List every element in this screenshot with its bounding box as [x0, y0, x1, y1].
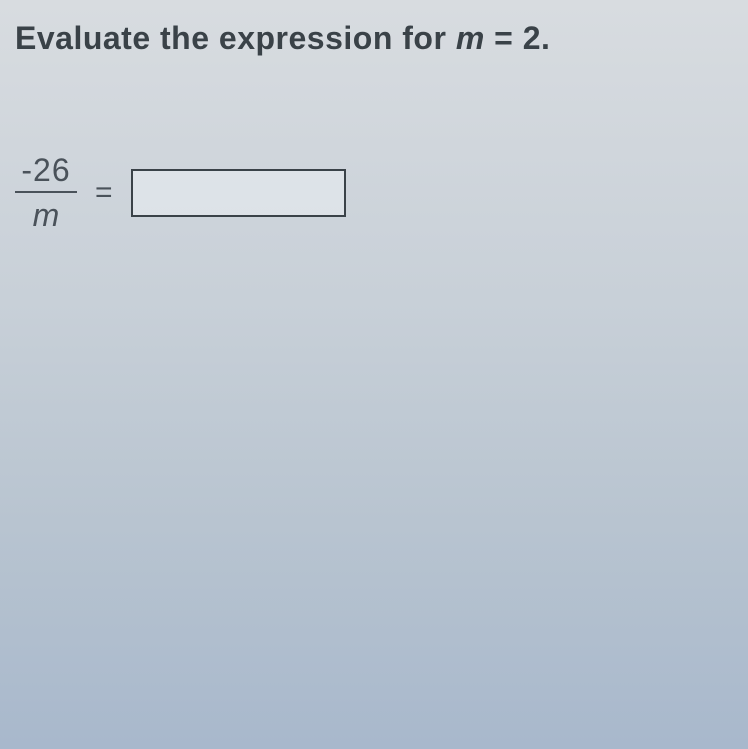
- expression-row: -26 m =: [15, 152, 733, 234]
- question-prompt: Evaluate the expression for m = 2.: [15, 20, 733, 57]
- prompt-value: 2: [523, 20, 541, 56]
- fraction-denominator: m: [33, 193, 60, 234]
- prompt-equals: =: [485, 20, 523, 56]
- equals-sign: =: [95, 176, 113, 210]
- prompt-variable: m: [456, 20, 485, 56]
- fraction-numerator: -26: [15, 152, 76, 191]
- answer-input[interactable]: [131, 169, 346, 217]
- prompt-text-before: Evaluate the expression for: [15, 20, 456, 56]
- prompt-period: .: [541, 20, 550, 56]
- fraction: -26 m: [15, 152, 77, 234]
